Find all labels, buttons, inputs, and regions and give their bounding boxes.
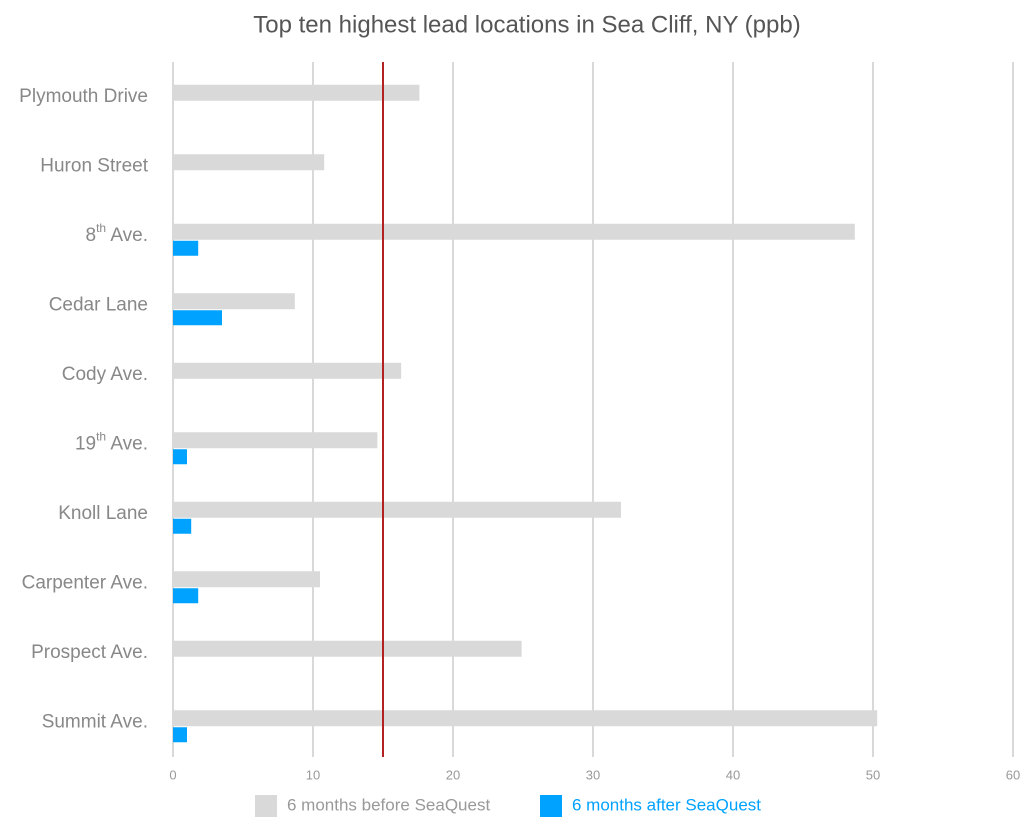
- y-tick-label: Cedar Lane: [49, 294, 148, 315]
- bar: [173, 240, 199, 256]
- bar: [173, 362, 402, 379]
- bar: [173, 501, 621, 518]
- bar: [173, 310, 222, 326]
- y-tick-label: Huron Street: [40, 155, 148, 176]
- x-tick-label: 30: [586, 767, 600, 782]
- y-tick-label: Prospect Ave.: [31, 642, 148, 663]
- x-tick-label: 60: [1006, 767, 1020, 782]
- bar: [173, 449, 187, 465]
- bar: [173, 432, 378, 449]
- x-tick-label: 50: [866, 767, 880, 782]
- bar: [173, 571, 320, 588]
- bar: [173, 154, 325, 171]
- bar: [173, 710, 878, 727]
- bar: [173, 727, 187, 743]
- chart-title: Top ten highest lead locations in Sea Cl…: [253, 11, 800, 38]
- y-tick-label: Summit Ave.: [42, 711, 148, 732]
- x-tick-label: 0: [169, 767, 176, 782]
- bar: [173, 518, 192, 534]
- legend-label: 6 months before SeaQuest: [287, 795, 490, 814]
- bar: [173, 588, 199, 604]
- y-tick-label: Cody Ave.: [62, 364, 148, 385]
- x-tick-label: 20: [446, 767, 460, 782]
- y-tick-label: Carpenter Ave.: [22, 572, 148, 593]
- bar: [173, 640, 522, 657]
- y-tick-label: Plymouth Drive: [19, 86, 148, 107]
- y-tick-label: Knoll Lane: [58, 503, 148, 524]
- bar: [173, 223, 855, 240]
- bar: [173, 293, 295, 310]
- legend-label: 6 months after SeaQuest: [572, 795, 761, 814]
- x-tick-label: 40: [726, 767, 740, 782]
- x-tick-label: 10: [306, 767, 320, 782]
- bar: [173, 84, 420, 101]
- legend-swatch: [255, 795, 277, 817]
- legend-swatch: [540, 795, 562, 817]
- y-tick-label: 8th Ave.: [86, 221, 149, 246]
- y-tick-label: 19th Ave.: [75, 429, 148, 454]
